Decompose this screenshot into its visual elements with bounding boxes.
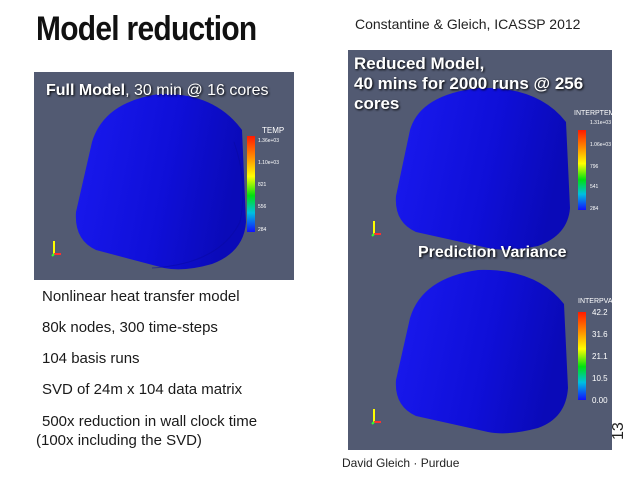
interptemp-legend-tick: 796 — [590, 164, 599, 170]
full-model-label-bold: Full Model — [46, 82, 126, 99]
interptemp-legend-title: INTERPTEMP — [574, 110, 620, 117]
interpvar-legend-tick: 21.1 — [592, 352, 608, 361]
interpvar-legend-tick: 42.2 — [592, 308, 608, 317]
citation: Constantine & Gleich, ICASSP 2012 — [355, 16, 581, 32]
temp-legend-tick: 556 — [258, 204, 267, 210]
footer-author: David Gleich · Purdue — [342, 456, 460, 470]
full-model-render-panel: TEMP 1.36e+03 1.10e+03 821 556 284 Full … — [34, 72, 294, 280]
interpvar-legend-tick: 31.6 — [592, 330, 608, 339]
temp-legend-tick: 821 — [258, 182, 267, 188]
interptemp-legend-tick: 284 — [590, 206, 599, 212]
temp-colorbar — [247, 136, 255, 232]
temp-legend-title: TEMP — [262, 126, 285, 135]
interptemp-legend-tick: 1.31e+03 — [590, 120, 611, 126]
bullet-item: (100x including the SVD) — [36, 432, 202, 449]
page-number: 13 — [610, 422, 627, 440]
prediction-variance-label: Prediction Variance — [418, 244, 567, 261]
reduced-model-label-line3: cores — [354, 94, 400, 113]
interptemp-legend-tick: 541 — [590, 184, 599, 190]
bullet-item: 500x reduction in wall clock time — [42, 413, 258, 430]
full-model-cylinder — [75, 93, 246, 270]
bullet-item: SVD of 24m x 104 data matrix — [42, 381, 243, 398]
interptemp-legend-tick: 1.06e+03 — [590, 142, 611, 148]
bullet-item: Nonlinear heat transfer model — [42, 288, 240, 305]
bullet-item: 104 basis runs — [42, 350, 140, 367]
axes-orientation-icon — [371, 409, 381, 425]
interpvar-legend-title: INTERPVAR — [578, 298, 618, 305]
full-model-label-rest: , 30 min @ 16 cores — [125, 82, 269, 99]
reduced-model-cylinder — [395, 87, 570, 250]
reduced-model-label-line1: Reduced Model, — [354, 54, 485, 73]
interpvar-colorbar — [578, 312, 586, 400]
axes-orientation-icon — [51, 241, 61, 257]
axes-orientation-icon — [371, 221, 381, 237]
interpvar-legend-tick: 10.5 — [592, 374, 608, 383]
reduced-model-render-panel: INTERPTEMP 1.31e+03 1.06e+03 796 541 284… — [348, 50, 619, 450]
reduced-model-label-line2: 40 mins for 2000 runs @ 256 — [354, 74, 584, 93]
full-model-label: Full Model, 30 min @ 16 cores — [46, 82, 269, 100]
slide-title: Model reduction — [36, 10, 257, 48]
prediction-variance-cylinder — [395, 269, 568, 434]
temp-legend-tick: 284 — [258, 227, 267, 233]
bullet-item: 80k nodes, 300 time-steps — [42, 319, 218, 336]
temp-legend-tick: 1.10e+03 — [258, 160, 279, 166]
temp-legend-tick: 1.36e+03 — [258, 138, 279, 144]
interpvar-legend-tick: 0.00 — [592, 396, 608, 405]
interptemp-colorbar — [578, 130, 586, 210]
